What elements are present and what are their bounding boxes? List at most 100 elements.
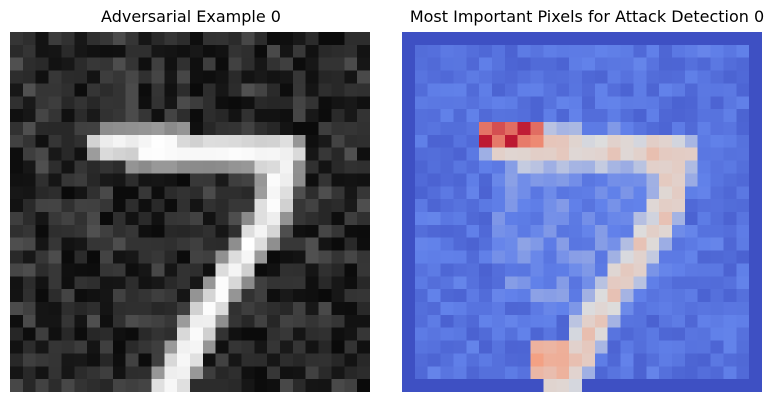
pixel [48, 186, 62, 200]
heat-pixel [659, 122, 673, 136]
pixel [164, 224, 178, 238]
pixel [357, 44, 370, 58]
pixel [344, 173, 358, 187]
pixel [125, 327, 139, 341]
heat-pixel [543, 173, 557, 187]
heat-pixel [620, 96, 634, 110]
heat-pixel [556, 134, 570, 148]
pixel [164, 44, 178, 58]
heat-pixel [736, 96, 750, 110]
pixel [100, 212, 114, 226]
pixel [190, 237, 204, 251]
heat-pixel [582, 366, 596, 380]
pixel [10, 160, 24, 174]
heat-pixel [402, 147, 416, 161]
pixel [215, 276, 229, 290]
pixel [318, 96, 332, 110]
pixel [254, 237, 268, 251]
pixel [215, 109, 229, 123]
pixel [357, 199, 370, 213]
heat-pixel [646, 160, 660, 174]
pixel [112, 340, 126, 354]
heat-pixel [672, 186, 686, 200]
heat-pixel [479, 276, 493, 290]
heat-pixel [492, 212, 506, 226]
pixel [254, 83, 268, 97]
pixel [164, 250, 178, 264]
heat-pixel [710, 57, 724, 71]
pixel [22, 289, 36, 303]
heat-pixel [402, 379, 416, 392]
pixel [48, 237, 62, 251]
pixel [74, 327, 88, 341]
pixel [87, 302, 101, 316]
heat-pixel [402, 327, 416, 341]
pixel [241, 44, 255, 58]
pixel [100, 237, 114, 251]
pixel [215, 96, 229, 110]
pixel [357, 340, 370, 354]
pixel [61, 237, 75, 251]
heat-pixel [736, 173, 750, 187]
pixel [74, 186, 88, 200]
heat-pixel [672, 134, 686, 148]
pixel [100, 160, 114, 174]
pixel [100, 186, 114, 200]
pixel [164, 70, 178, 84]
heat-pixel [453, 276, 467, 290]
pixel [177, 70, 191, 84]
heat-pixel [492, 366, 506, 380]
heat-pixel [479, 160, 493, 174]
pixel [357, 147, 370, 161]
pixel [112, 314, 126, 328]
pixel [87, 32, 101, 46]
heat-pixel [556, 147, 570, 161]
pixel [125, 109, 139, 123]
pixel [254, 250, 268, 264]
pixel [10, 83, 24, 97]
pixel [228, 147, 242, 161]
pixel [305, 289, 319, 303]
heat-pixel [594, 44, 608, 58]
heat-pixel [684, 173, 698, 187]
pixel [74, 289, 88, 303]
heat-pixel [556, 276, 570, 290]
pixel [280, 340, 294, 354]
heat-pixel [723, 237, 737, 251]
pixel [190, 366, 204, 380]
heat-pixel [684, 44, 698, 58]
pixel [280, 379, 294, 392]
heat-pixel [620, 109, 634, 123]
pixel [241, 289, 255, 303]
heat-pixel [684, 70, 698, 84]
heat-pixel [736, 122, 750, 136]
heat-pixel [466, 353, 480, 367]
pixel [164, 199, 178, 213]
heat-pixel [633, 224, 647, 238]
pixel [318, 160, 332, 174]
pixel [177, 366, 191, 380]
pixel [241, 302, 255, 316]
heat-pixel [659, 147, 673, 161]
heat-pixel [569, 340, 583, 354]
pixel [228, 224, 242, 238]
heat-pixel [492, 327, 506, 341]
heat-pixel [517, 340, 531, 354]
pixel [305, 186, 319, 200]
heat-pixel [723, 212, 737, 226]
pixel [318, 199, 332, 213]
heat-pixel [492, 353, 506, 367]
pixel [202, 173, 216, 187]
heat-pixel [569, 302, 583, 316]
pixel [241, 109, 255, 123]
heat-pixel [427, 83, 441, 97]
heat-pixel [723, 366, 737, 380]
heat-pixel [517, 379, 531, 392]
pixel [331, 314, 345, 328]
pixel [292, 186, 306, 200]
pixel [357, 237, 370, 251]
pixel [305, 353, 319, 367]
pixel [190, 224, 204, 238]
heat-pixel [530, 340, 544, 354]
pixel [151, 32, 165, 46]
